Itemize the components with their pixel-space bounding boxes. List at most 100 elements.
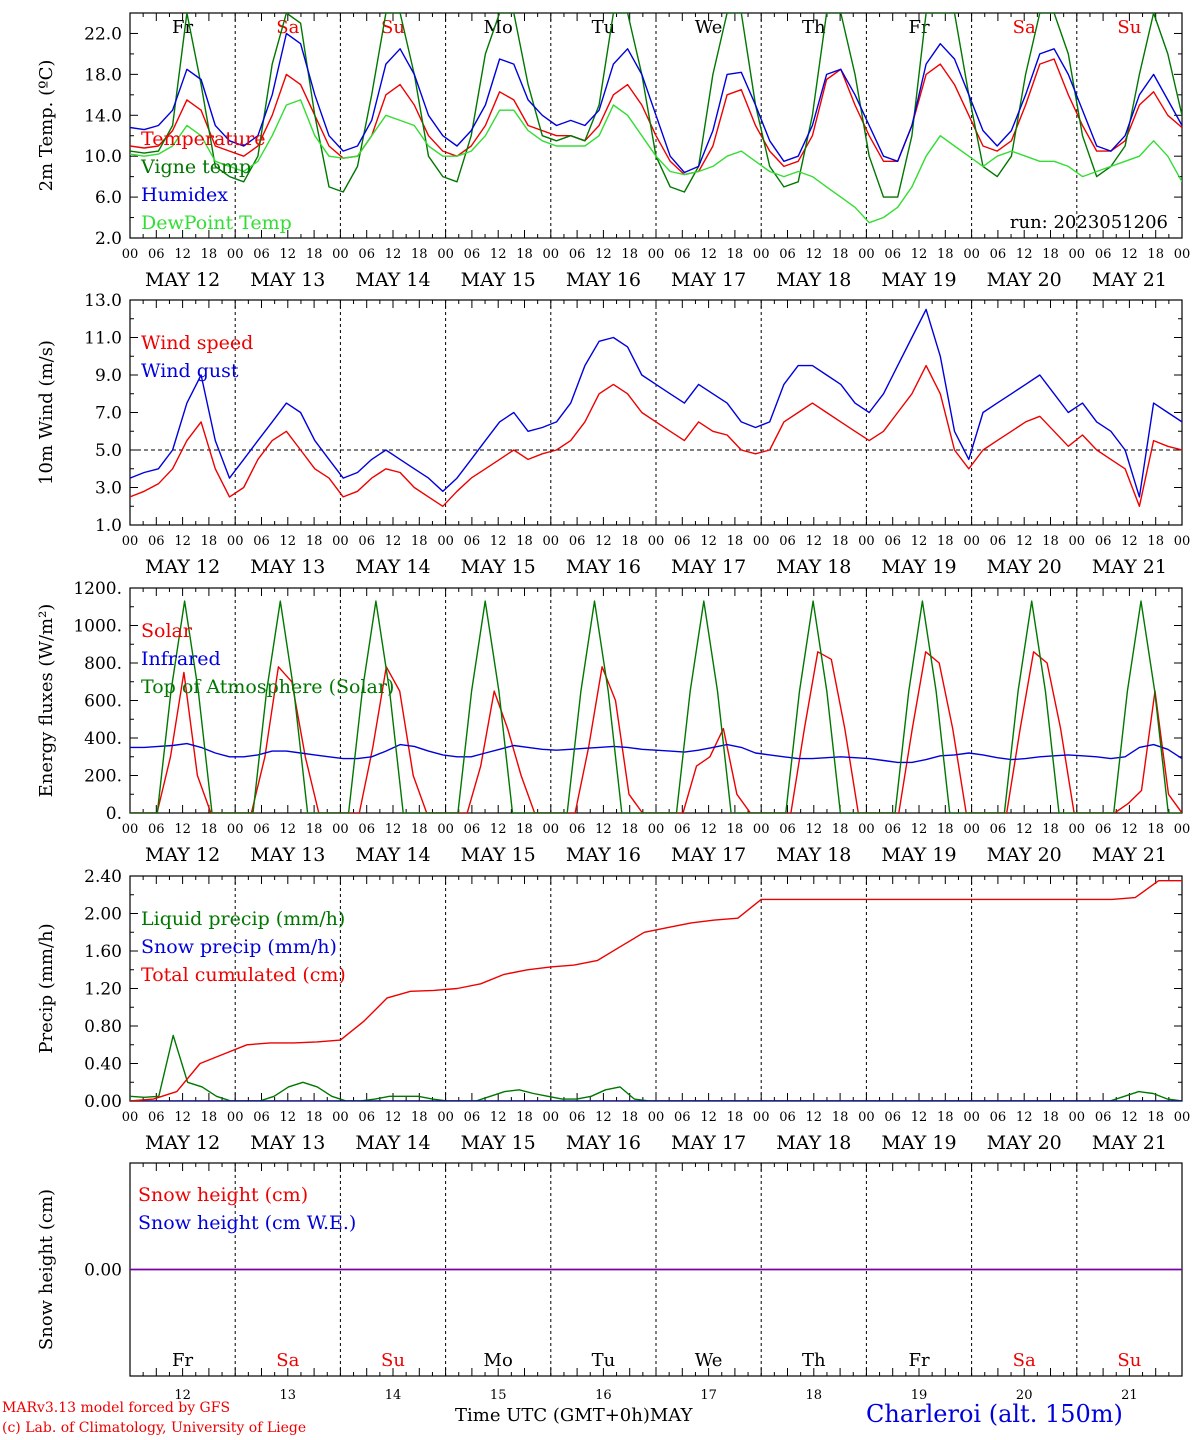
panel-4: 2.40 2.00 1.60 1.20 0.80 0.40 0.00 Precip (mm/h…: [36, 867, 1190, 1154]
hour-tick-label: 12: [174, 1110, 191, 1125]
hour-tick-label: 18: [516, 247, 533, 262]
day-number-label: 21: [1121, 1388, 1138, 1403]
hour-tick-label: 12: [490, 534, 507, 549]
hour-tick-label: 06: [779, 247, 796, 262]
legend-entry: Temperature: [141, 128, 265, 150]
legend-entry: Humidex: [141, 184, 228, 206]
hour-tick-label: 12: [595, 1110, 612, 1125]
hour-tick-label: 18: [201, 1110, 218, 1125]
hour-tick-label: 06: [1095, 1110, 1112, 1125]
date-label: MAY 12: [145, 1132, 220, 1154]
hour-tick-label: 06: [884, 247, 901, 262]
y-tick-label: 9.0: [95, 366, 122, 386]
hour-tick-label: 00: [963, 1110, 980, 1125]
hour-tick-label: 06: [990, 534, 1007, 549]
day-name: Th: [802, 1350, 826, 1371]
hour-tick-label: 12: [806, 1110, 823, 1125]
hour-tick-label: 06: [569, 822, 586, 837]
y-tick-label: 1.60: [84, 942, 122, 962]
hour-tick-label: 12: [911, 1110, 928, 1125]
hour-tick-label: 06: [569, 1110, 586, 1125]
hour-tick-label: 12: [280, 822, 297, 837]
y-tick-label: 5.0: [95, 441, 122, 461]
day-name: Tu: [592, 17, 616, 38]
date-label: MAY 20: [987, 844, 1062, 866]
hour-tick-label: 00: [963, 247, 980, 262]
date-label: MAY 21: [1092, 1132, 1167, 1154]
y-tick-label: 0.40: [84, 1055, 122, 1075]
hour-tick-label: 06: [253, 1110, 270, 1125]
hour-tick-label: 12: [280, 1110, 297, 1125]
date-label: MAY 12: [145, 269, 220, 291]
hour-tick-label: 18: [1042, 534, 1059, 549]
hour-tick-label: 06: [569, 534, 586, 549]
date-label: MAY 21: [1092, 269, 1167, 291]
hour-tick-label: 06: [1095, 247, 1112, 262]
hour-tick-label: 18: [516, 822, 533, 837]
hour-tick-label: 18: [306, 822, 323, 837]
series-line-wind-gust: [130, 308, 1182, 498]
series-line-total-cumulated-cm-: [130, 880, 1182, 1101]
hour-tick-label: 06: [674, 534, 691, 549]
hour-tick-label: 00: [332, 534, 349, 549]
hour-tick-label: 00: [858, 822, 875, 837]
hour-tick-label: 00: [648, 247, 665, 262]
hour-tick-label: 18: [727, 247, 744, 262]
hour-tick-label: 00: [437, 247, 454, 262]
hour-tick-label: 06: [148, 247, 165, 262]
date-label: MAY 14: [355, 1132, 430, 1154]
day-number-label: 12: [174, 1388, 191, 1403]
date-label: MAY 16: [566, 556, 641, 578]
hour-tick-label: 12: [806, 822, 823, 837]
day-name: Tu: [592, 1350, 616, 1371]
hour-tick-label: 00: [963, 534, 980, 549]
hour-tick-label: 12: [595, 247, 612, 262]
day-number-label: 20: [1016, 1388, 1033, 1403]
hour-tick-label: 18: [1147, 1110, 1164, 1125]
hour-tick-label: 18: [832, 534, 849, 549]
x-axis-title: Time UTC (GMT+0h)MAY: [455, 1405, 692, 1426]
hour-tick-label: 12: [1016, 822, 1033, 837]
hour-tick-label: 06: [358, 822, 375, 837]
hour-tick-label: 06: [253, 822, 270, 837]
day-number-label: 15: [490, 1388, 507, 1403]
legend-entry: DewPoint Temp: [141, 212, 292, 234]
hour-tick-label: 12: [280, 247, 297, 262]
hour-tick-label: 06: [358, 247, 375, 262]
date-label: MAY 17: [671, 1132, 746, 1154]
date-label: MAY 14: [355, 556, 430, 578]
day-name: Su: [381, 1350, 405, 1371]
y-axis-label: Precip (mm/h): [36, 923, 57, 1053]
day-name: We: [695, 1350, 723, 1371]
hour-tick-label: 06: [253, 534, 270, 549]
hour-tick-label: 00: [648, 822, 665, 837]
day-name: Mo: [484, 1350, 513, 1371]
run-annotation: run: 2023051206: [1010, 212, 1168, 233]
hour-tick-label: 00: [1069, 247, 1086, 262]
hour-tick-label: 12: [806, 247, 823, 262]
hour-tick-label: 12: [385, 247, 402, 262]
series-line-wind-speed: [130, 364, 1182, 507]
hour-tick-label: 18: [1147, 822, 1164, 837]
hour-tick-label: 18: [1042, 1110, 1059, 1125]
hour-tick-label: 06: [464, 822, 481, 837]
hour-tick-label: 06: [779, 822, 796, 837]
y-tick-label: 0.: [106, 804, 122, 824]
hour-tick-label: 00: [963, 822, 980, 837]
series-line-liquid-precip-mm-h-: [130, 1034, 1182, 1101]
hour-tick-label: 12: [700, 822, 717, 837]
day-number-label: 13: [280, 1388, 297, 1403]
y-tick-label: 1.0: [95, 516, 122, 536]
hour-tick-label: 00: [122, 822, 139, 837]
hour-tick-label: 12: [911, 247, 928, 262]
y-tick-label: 600.: [84, 692, 122, 712]
hour-tick-label: 00: [122, 247, 139, 262]
series-line-solar: [130, 651, 1182, 813]
day-name: Su: [1117, 1350, 1141, 1371]
day-number-label: 17: [700, 1388, 717, 1403]
date-label: MAY 21: [1092, 844, 1167, 866]
hour-tick-label: 18: [1147, 534, 1164, 549]
series-group: [130, 13, 1182, 224]
hour-tick-label: 00: [753, 247, 770, 262]
hour-tick-label: 12: [1016, 247, 1033, 262]
